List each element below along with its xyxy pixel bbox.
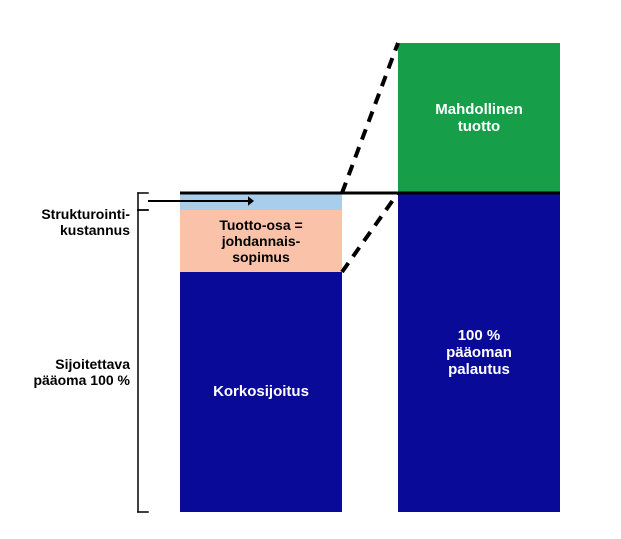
segment-strukturointi <box>180 193 342 210</box>
segment-korkosijoitus: Korkosijoitus <box>180 272 342 512</box>
structured-product-diagram: Korkosijoitus Tuotto-osa = johdannais- s… <box>0 0 621 539</box>
side-label-sijoitettava-paaoma: Sijoitettava pääoma 100 % <box>10 340 130 388</box>
segment-paaoman-palautus: 100 % pääoman palautus <box>398 193 560 512</box>
label-mahdollinen-tuotto: Mahdollinen tuotto <box>435 101 523 136</box>
segment-mahdollinen-tuotto: Mahdollinen tuotto <box>398 43 560 193</box>
text-strukturointikustannus: Strukturointi- kustannus <box>41 206 130 238</box>
side-label-strukturointikustannus: Strukturointi- kustannus <box>10 190 130 238</box>
label-tuotto-osa: Tuotto-osa = johdannais- sopimus <box>219 217 302 265</box>
label-paaoman-palautus: 100 % pääoman palautus <box>446 327 512 379</box>
label-korkosijoitus: Korkosijoitus <box>213 383 309 400</box>
text-sijoitettava-paaoma: Sijoitettava pääoma 100 % <box>34 356 131 388</box>
segment-tuotto-osa: Tuotto-osa = johdannais- sopimus <box>180 210 342 272</box>
